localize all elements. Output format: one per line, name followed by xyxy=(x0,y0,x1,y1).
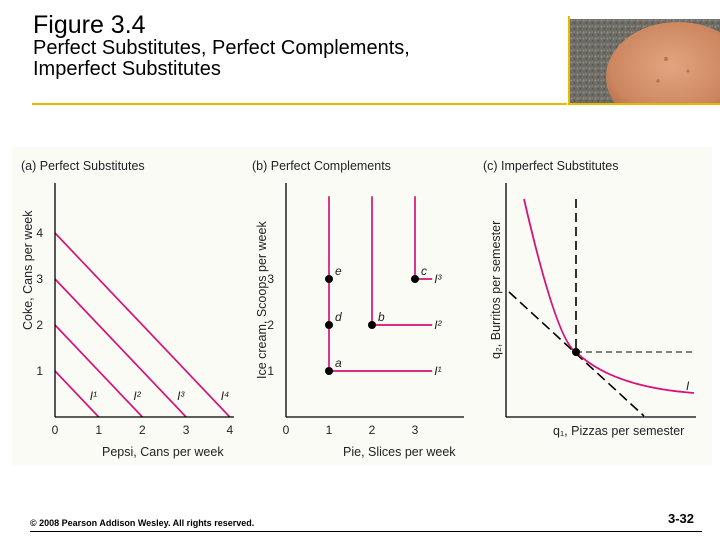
panel-a-y-tick: 2 xyxy=(36,318,43,332)
panel-c-imperfect-substitutes: (c) Imperfect Substitutes q₁, Pizzas per… xyxy=(483,159,696,438)
panel-a-curves: I¹ I² I³ I⁴ xyxy=(54,232,231,418)
panel-b-point-label: d xyxy=(335,310,342,324)
panel-a-y-tick: 4 xyxy=(36,226,43,240)
panel-b-ylabel: Ice cream, Scoops per week xyxy=(255,221,269,379)
panel-a-curve-label: I³ xyxy=(177,389,185,403)
panel-a-indifference-curve xyxy=(54,324,144,418)
footer-divider xyxy=(30,531,702,532)
panel-a-curve-label: I⁴ xyxy=(221,389,230,403)
panel-c-tangency-point xyxy=(572,348,580,356)
panel-b-y-tick: 1 xyxy=(267,364,274,378)
figure-panel: (a) Perfect Substitutes Pepsi, Cans per … xyxy=(12,147,712,465)
panel-b-x-tick: 0 xyxy=(283,423,290,437)
panel-a-curve-label: I¹ xyxy=(90,389,97,403)
panel-c-xlabel: q₁, Pizzas per semester xyxy=(553,424,684,438)
panel-a-x-tick: 2 xyxy=(139,423,146,437)
panel-a-curve-label: I² xyxy=(133,389,141,403)
panel-a-xlabel: Pepsi, Cans per week xyxy=(102,445,224,459)
panel-a-indifference-curve xyxy=(54,232,231,418)
copyright-notice: © 2008 Pearson Addison Wesley. All right… xyxy=(30,518,255,528)
panel-b-indifference-curve xyxy=(328,196,433,372)
panel-b-points: a d e b c xyxy=(325,264,427,375)
panel-b-y-tick: 2 xyxy=(267,318,274,332)
panel-b-point xyxy=(368,321,376,329)
panel-a-perfect-substitutes: (a) Perfect Substitutes Pepsi, Cans per … xyxy=(21,159,234,459)
panel-b-point xyxy=(325,321,333,329)
panel-b-curve-label: I² xyxy=(434,318,442,332)
panel-b-x-tick: 1 xyxy=(326,423,333,437)
panel-c-ylabel: q₂, Burritos per semester xyxy=(489,221,503,359)
panel-b-point xyxy=(325,367,333,375)
panel-a-indifference-curve xyxy=(54,370,100,418)
figure-subtitle-line1: Perfect Substitutes, Perfect Complements… xyxy=(33,37,410,60)
panel-a-x-tick: 3 xyxy=(183,423,190,437)
panel-b-perfect-complements: (b) Perfect Complements Pie, Slices per … xyxy=(252,159,464,459)
panel-b-point-label: e xyxy=(335,264,342,278)
photo-underline xyxy=(568,103,720,105)
panel-b-ticks: 0 1 2 3 1 2 3 xyxy=(267,272,418,437)
panel-a-indifference-curve xyxy=(54,278,187,418)
panel-a-ylabel: Coke, Cans per week xyxy=(21,210,35,330)
stone-photo-icon xyxy=(570,19,720,103)
panel-a-x-tick: 0 xyxy=(52,423,59,437)
panel-c-title: (c) Imperfect Substitutes xyxy=(483,159,618,173)
panel-a-ticks: 0 1 2 3 4 1 2 3 4 xyxy=(36,226,233,437)
panel-b-curve-label: I³ xyxy=(434,272,442,286)
panel-a-y-tick: 3 xyxy=(36,272,43,286)
panel-c-curve-label: I xyxy=(686,379,690,393)
panel-b-y-tick: 3 xyxy=(267,272,274,286)
title-underline xyxy=(32,103,567,105)
panel-b-title: (b) Perfect Complements xyxy=(252,159,391,173)
panel-b-point-label: a xyxy=(335,356,342,370)
figure-subtitle-line2: Imperfect Substitutes xyxy=(33,58,221,81)
panel-a-title: (a) Perfect Substitutes xyxy=(21,159,145,173)
panel-b-xlabel: Pie, Slices per week xyxy=(343,445,456,459)
panel-b-point xyxy=(411,275,419,283)
photo-divider xyxy=(568,16,570,105)
slide-title: Figure 3.4 Perfect Substitutes, Perfect … xyxy=(33,12,410,80)
panel-b-x-tick: 3 xyxy=(412,423,419,437)
panel-a-x-tick: 4 xyxy=(226,423,233,437)
panel-b-indifference-curve xyxy=(371,196,433,326)
panel-a-y-tick: 1 xyxy=(36,364,43,378)
page-number: 3-32 xyxy=(668,511,695,526)
panel-b-x-tick: 2 xyxy=(369,423,376,437)
panel-b-point-label: b xyxy=(378,310,385,324)
panel-b-curves: I¹ I² I³ xyxy=(328,196,443,378)
figure-3-4: (a) Perfect Substitutes Pepsi, Cans per … xyxy=(21,159,696,459)
panel-b-point-label: c xyxy=(421,264,427,278)
panel-b-curve-label: I¹ xyxy=(434,364,441,378)
figure-number: Figure 3.4 xyxy=(33,11,146,39)
panel-b-point xyxy=(325,275,333,283)
panel-a-x-tick: 1 xyxy=(95,423,102,437)
panel-c-indifference-curve xyxy=(523,198,695,394)
